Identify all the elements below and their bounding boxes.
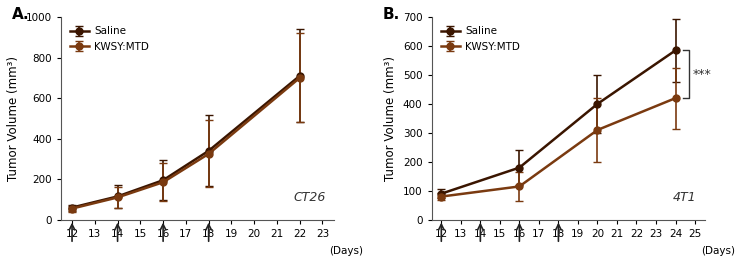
Text: (Days): (Days) (329, 246, 364, 256)
Text: CT26: CT26 (293, 190, 326, 204)
Legend: Saline, KWSY:MTD: Saline, KWSY:MTD (437, 22, 524, 56)
Text: A.: A. (11, 7, 29, 22)
Y-axis label: Tumor Volume (mm³): Tumor Volume (mm³) (7, 56, 20, 181)
Text: 4T1: 4T1 (673, 190, 697, 204)
Text: ***: *** (693, 68, 712, 81)
Text: B.: B. (382, 7, 400, 22)
Legend: Saline, KWSY:MTD: Saline, KWSY:MTD (66, 22, 153, 56)
Text: (Days): (Days) (701, 246, 735, 256)
Y-axis label: Tumor Volume (mm³): Tumor Volume (mm³) (384, 56, 398, 181)
